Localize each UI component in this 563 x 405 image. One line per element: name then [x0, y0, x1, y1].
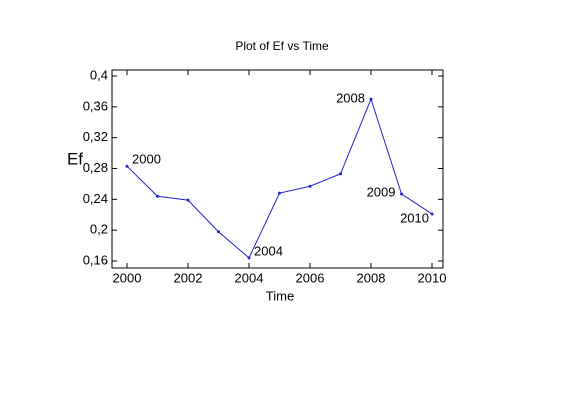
data-point: [186, 198, 190, 202]
x-axis-label: Time: [266, 288, 294, 303]
data-point: [156, 194, 159, 198]
data-point: [125, 164, 129, 168]
data-point: [247, 256, 251, 260]
point-annotation: 2010: [400, 210, 429, 225]
data-point: [339, 172, 342, 176]
x-tick-label: 2000: [113, 270, 142, 285]
x-tick-label: 2008: [357, 270, 386, 285]
data-point: [278, 191, 281, 195]
y-tick-label: 0,4: [90, 67, 108, 82]
x-tick-label: 2010: [418, 270, 447, 285]
chart-title: Plot of Ef vs Time: [235, 39, 329, 53]
x-tick-label: 2004: [235, 270, 264, 285]
y-tick-label: 0,2: [90, 222, 108, 237]
y-tick-label: 0,32: [83, 129, 108, 144]
y-tick-label: 0,24: [83, 191, 108, 206]
point-annotation: 2000: [132, 152, 161, 167]
point-annotation: 2004: [254, 243, 283, 258]
data-point: [217, 230, 220, 234]
data-point: [369, 97, 373, 101]
y-tick-label: 0,16: [83, 252, 108, 267]
y-axis-label: Ef: [67, 149, 83, 168]
x-tick-label: 2006: [296, 270, 325, 285]
x-tick-label: 2002: [174, 270, 203, 285]
point-annotation: 2009: [367, 184, 396, 199]
point-annotation: 2008: [336, 91, 365, 106]
y-tick-label: 0,36: [83, 98, 108, 113]
data-point: [430, 212, 434, 216]
data-point: [400, 192, 403, 196]
data-point: [308, 184, 312, 188]
y-tick-label: 0,28: [83, 160, 108, 175]
